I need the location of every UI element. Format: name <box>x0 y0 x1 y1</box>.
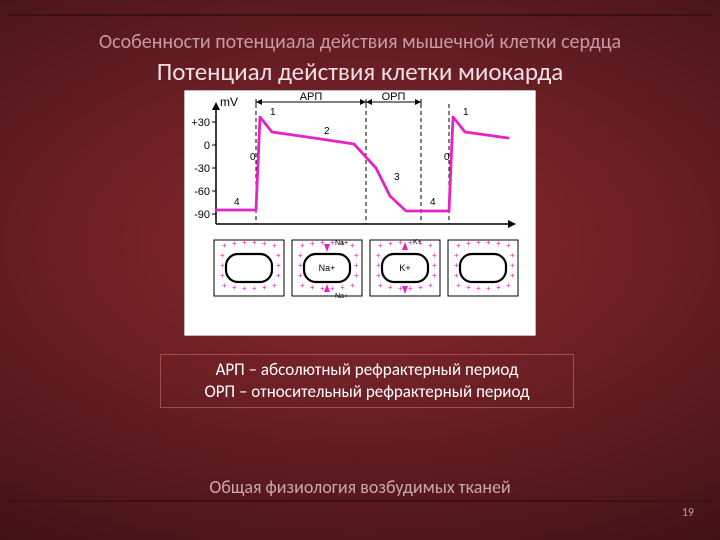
svg-text:+: + <box>232 239 237 248</box>
svg-text:1: 1 <box>463 107 469 118</box>
svg-text:+: + <box>354 251 359 260</box>
svg-text:+: + <box>476 238 481 247</box>
svg-text:+: + <box>506 281 511 290</box>
slide-subtitle: Особенности потенциала действия мышечной… <box>0 30 720 54</box>
svg-text:K+: K+ <box>399 263 410 273</box>
svg-text:+: + <box>496 283 501 292</box>
svg-text:+: + <box>310 283 315 292</box>
svg-text:+: + <box>466 239 471 248</box>
svg-text:+: + <box>350 241 355 250</box>
slide: Особенности потенциала действия мышечной… <box>0 0 720 540</box>
svg-text:+: + <box>262 283 267 292</box>
svg-text:+: + <box>262 239 267 248</box>
svg-text:+: + <box>432 251 437 260</box>
legend-arp: АРП – абсолютный рефрактерный период <box>167 359 567 381</box>
slide-footer: Общая физиология возбудимых тканей <box>0 476 720 498</box>
svg-text:+: + <box>378 241 383 250</box>
slide-title: Потенциал действия клетки миокарда <box>0 56 720 87</box>
svg-text:+: + <box>354 261 359 270</box>
svg-text:+: + <box>222 241 227 250</box>
svg-text:+: + <box>272 281 277 290</box>
svg-text:+: + <box>300 241 305 250</box>
svg-text:Na+: Na+ <box>335 293 348 300</box>
svg-text:+: + <box>232 283 237 292</box>
svg-text:+: + <box>300 281 305 290</box>
svg-text:+: + <box>418 283 423 292</box>
svg-text:+: + <box>310 239 315 248</box>
svg-text:+: + <box>354 271 359 280</box>
svg-text:4: 4 <box>234 197 240 208</box>
svg-text:0: 0 <box>204 140 210 152</box>
svg-text:+: + <box>378 281 383 290</box>
svg-text:+: + <box>272 241 277 250</box>
svg-text:mV: mV <box>220 95 238 109</box>
svg-text:+: + <box>220 271 225 280</box>
svg-text:+: + <box>222 281 227 290</box>
svg-text:+: + <box>454 271 459 280</box>
svg-text:-90: -90 <box>194 209 210 221</box>
svg-text:+: + <box>376 261 381 270</box>
bottom-rule <box>8 500 712 502</box>
top-rule <box>8 14 712 16</box>
svg-text:+: + <box>252 284 257 293</box>
svg-text:-30: -30 <box>194 163 210 175</box>
svg-text:+: + <box>220 261 225 270</box>
svg-text:K+: K+ <box>413 239 422 246</box>
svg-text:4: 4 <box>430 197 436 208</box>
svg-text:+: + <box>276 271 281 280</box>
svg-text:1: 1 <box>270 107 276 118</box>
svg-text:0: 0 <box>250 152 256 163</box>
svg-text:Na+: Na+ <box>319 263 336 273</box>
svg-text:+30: +30 <box>191 117 210 129</box>
svg-text:+: + <box>432 271 437 280</box>
page-number: 19 <box>682 506 694 520</box>
svg-text:+: + <box>298 251 303 260</box>
svg-text:+: + <box>510 261 515 270</box>
svg-text:+: + <box>432 261 437 270</box>
svg-text:+: + <box>388 239 393 248</box>
svg-text:ОРП: ОРП <box>382 91 406 103</box>
svg-text:+: + <box>454 261 459 270</box>
svg-text:0: 0 <box>444 152 450 163</box>
svg-text:3: 3 <box>394 172 400 183</box>
svg-text:+: + <box>510 251 515 260</box>
svg-text:+: + <box>330 284 335 293</box>
svg-text:+: + <box>340 283 345 292</box>
svg-text:АРП: АРП <box>300 91 323 103</box>
svg-text:-60: -60 <box>194 186 210 198</box>
svg-text:+: + <box>350 281 355 290</box>
svg-text:+: + <box>510 271 515 280</box>
svg-text:+: + <box>388 283 393 292</box>
legend-orp: ОРП – относительный рефрактерный период <box>167 381 567 403</box>
svg-text:+: + <box>242 238 247 247</box>
svg-text:+: + <box>428 281 433 290</box>
svg-text:+: + <box>298 261 303 270</box>
svg-text:+: + <box>376 271 381 280</box>
svg-text:+: + <box>252 238 257 247</box>
svg-text:+: + <box>486 284 491 293</box>
svg-text:+: + <box>376 251 381 260</box>
svg-text:+: + <box>428 241 433 250</box>
svg-text:+: + <box>220 251 225 260</box>
svg-text:+: + <box>486 238 491 247</box>
svg-text:+: + <box>320 238 325 247</box>
svg-text:+: + <box>454 251 459 260</box>
svg-text:+: + <box>496 239 501 248</box>
svg-text:+: + <box>466 283 471 292</box>
svg-text:+: + <box>276 261 281 270</box>
action-potential-figure: mV+300-30-60-90АРПОРП40123401+++++++++++… <box>184 90 536 336</box>
svg-text:+: + <box>398 284 403 293</box>
svg-text:+: + <box>476 284 481 293</box>
svg-text:+: + <box>398 238 403 247</box>
legend-box: АРП – абсолютный рефрактерный период ОРП… <box>160 354 574 408</box>
svg-text:+: + <box>408 284 413 293</box>
svg-text:+: + <box>242 284 247 293</box>
svg-text:+: + <box>276 251 281 260</box>
svg-text:+: + <box>298 271 303 280</box>
svg-text:2: 2 <box>324 126 330 137</box>
svg-text:+: + <box>456 241 461 250</box>
svg-text:Na+: Na+ <box>335 240 348 247</box>
svg-text:+: + <box>506 241 511 250</box>
svg-text:+: + <box>456 281 461 290</box>
